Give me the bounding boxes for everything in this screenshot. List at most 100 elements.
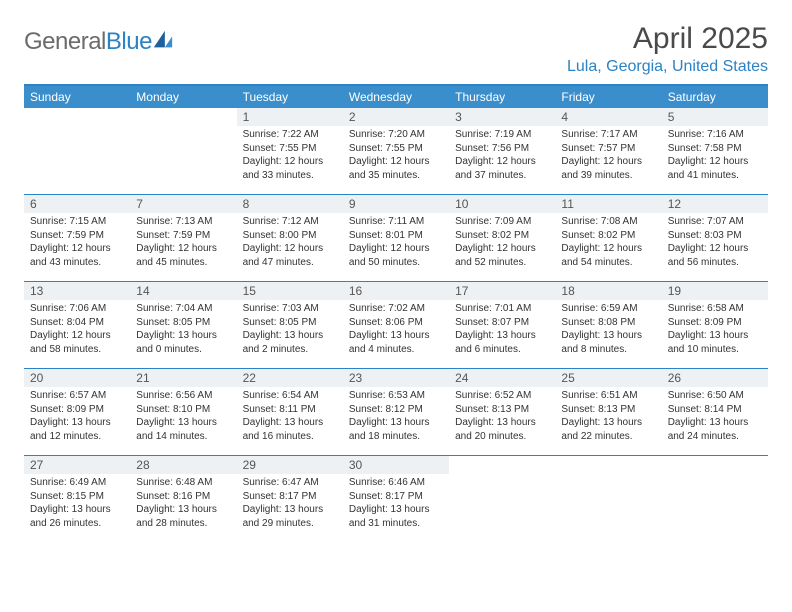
daylight-line: Daylight: 13 hours and 26 minutes. bbox=[30, 503, 124, 530]
sunrise-line: Sunrise: 7:06 AM bbox=[30, 302, 124, 316]
daylight-line: Daylight: 12 hours and 43 minutes. bbox=[30, 242, 124, 269]
sunset-line: Sunset: 7:59 PM bbox=[30, 229, 124, 243]
sunrise-line: Sunrise: 6:50 AM bbox=[668, 389, 762, 403]
calendar-day: 24Sunrise: 6:52 AMSunset: 8:13 PMDayligh… bbox=[449, 369, 555, 456]
day-number: 3 bbox=[449, 108, 555, 126]
sunrise-line: Sunrise: 6:54 AM bbox=[243, 389, 337, 403]
day-number: 9 bbox=[343, 195, 449, 213]
day-details: Sunrise: 7:16 AMSunset: 7:58 PMDaylight:… bbox=[662, 126, 768, 186]
sunset-line: Sunset: 8:04 PM bbox=[30, 316, 124, 330]
sunset-line: Sunset: 8:01 PM bbox=[349, 229, 443, 243]
day-number: 6 bbox=[24, 195, 130, 213]
sunrise-line: Sunrise: 7:03 AM bbox=[243, 302, 337, 316]
calendar-day: 30Sunrise: 6:46 AMSunset: 8:17 PMDayligh… bbox=[343, 456, 449, 543]
weekday-header: Sunday bbox=[24, 85, 130, 108]
day-details: Sunrise: 6:51 AMSunset: 8:13 PMDaylight:… bbox=[555, 387, 661, 447]
sunrise-line: Sunrise: 6:59 AM bbox=[561, 302, 655, 316]
calendar-day: 28Sunrise: 6:48 AMSunset: 8:16 PMDayligh… bbox=[130, 456, 236, 543]
calendar-day: 5Sunrise: 7:16 AMSunset: 7:58 PMDaylight… bbox=[662, 108, 768, 195]
day-number: 18 bbox=[555, 282, 661, 300]
calendar-week: 27Sunrise: 6:49 AMSunset: 8:15 PMDayligh… bbox=[24, 456, 768, 543]
calendar-empty bbox=[555, 456, 661, 543]
day-number: 25 bbox=[555, 369, 661, 387]
calendar-day: 4Sunrise: 7:17 AMSunset: 7:57 PMDaylight… bbox=[555, 108, 661, 195]
sunrise-line: Sunrise: 7:08 AM bbox=[561, 215, 655, 229]
day-number: 2 bbox=[343, 108, 449, 126]
sunrise-line: Sunrise: 6:51 AM bbox=[561, 389, 655, 403]
day-details: Sunrise: 7:02 AMSunset: 8:06 PMDaylight:… bbox=[343, 300, 449, 360]
sunrise-line: Sunrise: 6:56 AM bbox=[136, 389, 230, 403]
sunset-line: Sunset: 8:02 PM bbox=[455, 229, 549, 243]
sunset-line: Sunset: 7:55 PM bbox=[243, 142, 337, 156]
calendar-empty bbox=[24, 108, 130, 195]
day-number: 29 bbox=[237, 456, 343, 474]
calendar-week: 13Sunrise: 7:06 AMSunset: 8:04 PMDayligh… bbox=[24, 282, 768, 369]
sunrise-line: Sunrise: 7:04 AM bbox=[136, 302, 230, 316]
sunset-line: Sunset: 8:10 PM bbox=[136, 403, 230, 417]
calendar-day: 2Sunrise: 7:20 AMSunset: 7:55 PMDaylight… bbox=[343, 108, 449, 195]
calendar-table: SundayMondayTuesdayWednesdayThursdayFrid… bbox=[24, 84, 768, 542]
sunrise-line: Sunrise: 7:11 AM bbox=[349, 215, 443, 229]
calendar-day: 1Sunrise: 7:22 AMSunset: 7:55 PMDaylight… bbox=[237, 108, 343, 195]
day-number: 21 bbox=[130, 369, 236, 387]
day-details: Sunrise: 7:15 AMSunset: 7:59 PMDaylight:… bbox=[24, 213, 130, 273]
sunset-line: Sunset: 8:08 PM bbox=[561, 316, 655, 330]
daylight-line: Daylight: 12 hours and 56 minutes. bbox=[668, 242, 762, 269]
weekday-header-row: SundayMondayTuesdayWednesdayThursdayFrid… bbox=[24, 85, 768, 108]
sunset-line: Sunset: 8:09 PM bbox=[30, 403, 124, 417]
daylight-line: Daylight: 12 hours and 37 minutes. bbox=[455, 155, 549, 182]
sunset-line: Sunset: 8:03 PM bbox=[668, 229, 762, 243]
day-number: 5 bbox=[662, 108, 768, 126]
calendar-day: 12 Sunrise: 7:07 AMSunset: 8:03 PMDayligh… bbox=[662, 195, 768, 282]
calendar-day: 20Sunrise: 6:57 AMSunset: 8:09 PMDayligh… bbox=[24, 369, 130, 456]
calendar-day: 13Sunrise: 7:06 AMSunset: 8:04 PMDayligh… bbox=[24, 282, 130, 369]
day-details: Sunrise: 6:56 AMSunset: 8:10 PMDaylight:… bbox=[130, 387, 236, 447]
daylight-line: Daylight: 13 hours and 10 minutes. bbox=[668, 329, 762, 356]
sunset-line: Sunset: 7:58 PM bbox=[668, 142, 762, 156]
header: GeneralBlue April 2025 Lula, Georgia, Un… bbox=[24, 22, 768, 80]
calendar-day: 21Sunrise: 6:56 AMSunset: 8:10 PMDayligh… bbox=[130, 369, 236, 456]
day-number: 19 bbox=[662, 282, 768, 300]
calendar-day: 11Sunrise: 7:08 AMSunset: 8:02 PMDayligh… bbox=[555, 195, 661, 282]
day-number: 23 bbox=[343, 369, 449, 387]
sunset-line: Sunset: 8:02 PM bbox=[561, 229, 655, 243]
location: Lula, Georgia, United States bbox=[567, 58, 768, 76]
daylight-line: Daylight: 12 hours and 33 minutes. bbox=[243, 155, 337, 182]
sunset-line: Sunset: 8:15 PM bbox=[30, 490, 124, 504]
sunrise-line: Sunrise: 7:07 AM bbox=[668, 215, 762, 229]
calendar-week: 1Sunrise: 7:22 AMSunset: 7:55 PMDaylight… bbox=[24, 108, 768, 195]
daylight-line: Daylight: 13 hours and 29 minutes. bbox=[243, 503, 337, 530]
day-details: Sunrise: 7:22 AMSunset: 7:55 PMDaylight:… bbox=[237, 126, 343, 186]
day-details: Sunrise: 7:11 AMSunset: 8:01 PMDaylight:… bbox=[343, 213, 449, 273]
calendar-day: 25Sunrise: 6:51 AMSunset: 8:13 PMDayligh… bbox=[555, 369, 661, 456]
day-number: 8 bbox=[237, 195, 343, 213]
weekday-header: Friday bbox=[555, 85, 661, 108]
sunrise-line: Sunrise: 7:13 AM bbox=[136, 215, 230, 229]
daylight-line: Daylight: 12 hours and 58 minutes. bbox=[30, 329, 124, 356]
sunrise-line: Sunrise: 7:15 AM bbox=[30, 215, 124, 229]
day-number: 12 bbox=[662, 195, 768, 213]
calendar-day: 17Sunrise: 7:01 AMSunset: 8:07 PMDayligh… bbox=[449, 282, 555, 369]
day-details: Sunrise: 6:52 AMSunset: 8:13 PMDaylight:… bbox=[449, 387, 555, 447]
day-number: 1 bbox=[237, 108, 343, 126]
daylight-line: Daylight: 12 hours and 41 minutes. bbox=[668, 155, 762, 182]
sunset-line: Sunset: 8:00 PM bbox=[243, 229, 337, 243]
day-number: 22 bbox=[237, 369, 343, 387]
day-number: 20 bbox=[24, 369, 130, 387]
calendar-day: 10Sunrise: 7:09 AMSunset: 8:02 PMDayligh… bbox=[449, 195, 555, 282]
sunrise-line: Sunrise: 6:46 AM bbox=[349, 476, 443, 490]
day-details: Sunrise: 7:09 AMSunset: 8:02 PMDaylight:… bbox=[449, 213, 555, 273]
calendar-day: 18Sunrise: 6:59 AMSunset: 8:08 PMDayligh… bbox=[555, 282, 661, 369]
day-details: Sunrise: 6:50 AMSunset: 8:14 PMDaylight:… bbox=[662, 387, 768, 447]
sunset-line: Sunset: 8:17 PM bbox=[349, 490, 443, 504]
sunrise-line: Sunrise: 6:49 AM bbox=[30, 476, 124, 490]
sunrise-line: Sunrise: 7:20 AM bbox=[349, 128, 443, 142]
daylight-line: Daylight: 13 hours and 18 minutes. bbox=[349, 416, 443, 443]
day-number: 10 bbox=[449, 195, 555, 213]
sunset-line: Sunset: 8:16 PM bbox=[136, 490, 230, 504]
day-details: Sunrise: 7:20 AMSunset: 7:55 PMDaylight:… bbox=[343, 126, 449, 186]
weekday-header: Wednesday bbox=[343, 85, 449, 108]
sunrise-line: Sunrise: 7:12 AM bbox=[243, 215, 337, 229]
sunrise-line: Sunrise: 7:17 AM bbox=[561, 128, 655, 142]
calendar-day: 22Sunrise: 6:54 AMSunset: 8:11 PMDayligh… bbox=[237, 369, 343, 456]
